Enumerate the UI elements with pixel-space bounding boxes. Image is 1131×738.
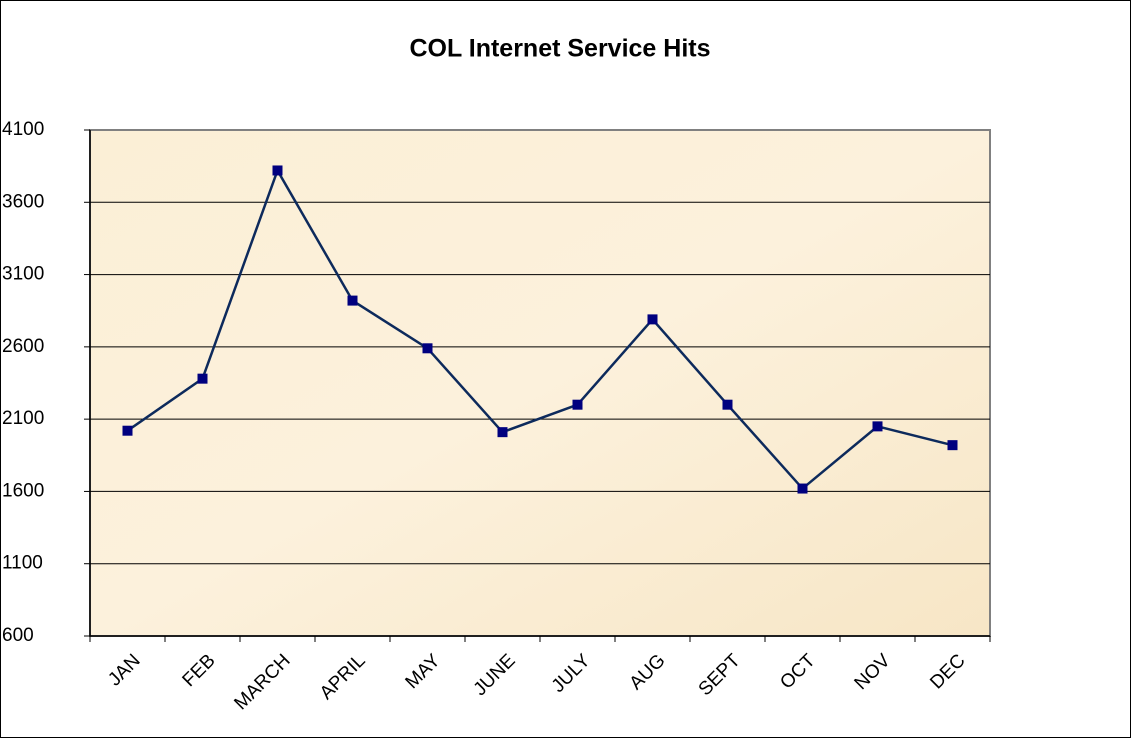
y-tick-label: 600 [2,625,34,646]
point-marker [347,295,358,306]
point-marker [872,421,883,432]
point-marker [272,165,283,176]
y-tick-label: 1100 [2,553,43,574]
chart-title: COL Internet Service Hits [409,35,710,63]
point-marker [722,399,733,410]
point-marker [122,425,133,436]
y-tick-label: 2100 [2,408,44,429]
y-tick-label: 2600 [2,336,44,357]
y-tick-label: 4100 [2,119,44,140]
y-tick-label: 3600 [2,191,44,212]
point-marker [197,373,208,384]
plot-area [89,129,991,637]
series-line [126,167,953,491]
point-marker [497,427,508,438]
y-tick-label: 1600 [2,480,44,501]
point-marker [797,483,808,494]
point-marker [422,343,433,354]
point-marker [572,399,583,410]
point-marker [647,314,658,325]
point-marker [947,440,958,451]
y-tick-label: 3100 [2,264,44,285]
